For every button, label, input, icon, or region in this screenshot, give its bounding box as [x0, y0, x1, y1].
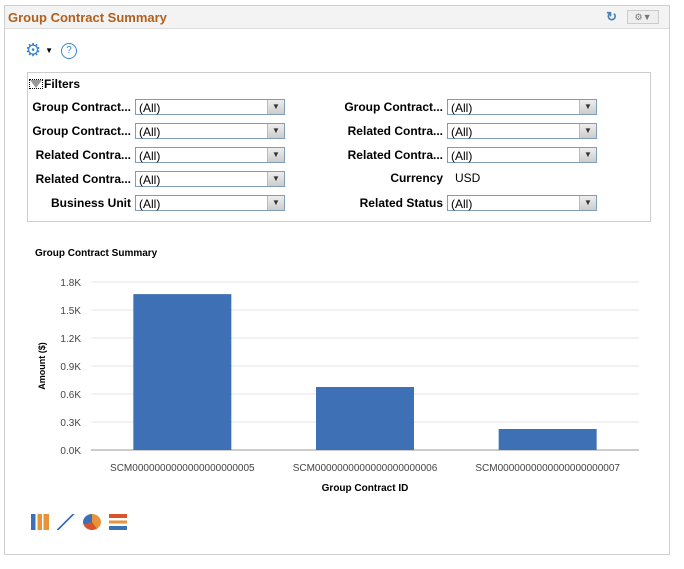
dropdown-value: (All): [451, 101, 473, 115]
currency-value: USD: [455, 171, 481, 185]
filter-row: Business Unit (All) ▼: [31, 195, 285, 211]
y-tick-label: 1.5K: [60, 306, 81, 317]
dropdown-value: (All): [451, 125, 473, 139]
chevron-down-icon[interactable]: ▼: [45, 46, 54, 55]
filter-dropdown[interactable]: (All) ▼: [447, 195, 597, 211]
y-axis-label: Amount ($): [37, 342, 47, 390]
pagelet: Group Contract Summary ↻ ⚙▼ ⚙ ▼ ? Filters…: [4, 5, 670, 555]
collapse-triangle-icon[interactable]: [29, 79, 43, 89]
dropdown-value: (All): [139, 197, 161, 211]
filter-row: Group Contract... (All) ▼: [31, 99, 285, 115]
bar[interactable]: [133, 294, 232, 450]
y-tick-label: 0.9K: [60, 362, 81, 373]
filter-row: Related Contra... (All) ▼: [343, 147, 597, 163]
filter-label: Currency: [390, 171, 443, 185]
dropdown-arrow-icon[interactable]: ▼: [579, 148, 596, 162]
pagelet-header: Group Contract Summary ↻ ⚙▼: [5, 6, 669, 29]
filter-dropdown[interactable]: (All) ▼: [447, 147, 597, 163]
dropdown-value: (All): [139, 149, 161, 163]
x-tick-label: SCM0000000000000000000007: [475, 463, 620, 474]
filter-dropdown[interactable]: (All) ▼: [135, 195, 285, 211]
y-tick-label: 0.0K: [60, 446, 81, 457]
bar-chart-icon[interactable]: [31, 514, 49, 530]
filter-dropdown[interactable]: (All) ▼: [135, 99, 285, 115]
filter-label: Related Contra...: [35, 148, 131, 162]
filter-dropdown[interactable]: (All) ▼: [447, 99, 597, 115]
dropdown-arrow-icon[interactable]: ▼: [267, 148, 284, 162]
y-tick-label: 1.2K: [60, 334, 81, 345]
filter-label: Related Contra...: [35, 172, 131, 186]
filter-row: Related Contra... (All) ▼: [31, 147, 285, 163]
x-tick-label: SCM0000000000000000000005: [110, 463, 255, 474]
refresh-icon[interactable]: ↻: [606, 9, 617, 24]
dropdown-arrow-icon[interactable]: ▼: [267, 124, 284, 138]
dropdown-value: (All): [451, 149, 473, 163]
filter-label: Group Contract...: [32, 124, 131, 138]
chart-title: Group Contract Summary: [35, 248, 158, 259]
filter-dropdown[interactable]: (All) ▼: [447, 123, 597, 139]
filter-row: Related Status (All) ▼: [343, 195, 597, 211]
filter-row: Group Contract... (All) ▼: [31, 123, 285, 139]
bar[interactable]: [316, 387, 414, 450]
filter-dropdown[interactable]: (All) ▼: [135, 147, 285, 163]
help-icon[interactable]: ?: [61, 42, 78, 59]
filters-section: Filters Group Contract... (All) ▼ Group Con…: [27, 72, 651, 222]
filter-label: Related Contra...: [347, 124, 443, 138]
bar[interactable]: [498, 429, 597, 450]
filter-row: Group Contract... (All) ▼: [343, 99, 597, 115]
horizontal-bar-chart-icon[interactable]: [109, 514, 127, 530]
dropdown-value: (All): [451, 197, 473, 211]
x-tick-label: SCM0000000000000000000006: [293, 463, 438, 474]
filter-label: Group Contract...: [344, 100, 443, 114]
gear-icon[interactable]: ⚙: [25, 40, 42, 60]
dropdown-value: (All): [139, 125, 161, 139]
dropdown-arrow-icon[interactable]: ▼: [579, 196, 596, 210]
filter-row: Related Contra... (All) ▼: [31, 171, 285, 187]
filter-dropdown[interactable]: (All) ▼: [135, 171, 285, 187]
filter-label: Group Contract...: [32, 100, 131, 114]
line-chart-icon[interactable]: [57, 514, 75, 530]
dropdown-arrow-icon[interactable]: ▼: [267, 100, 284, 114]
filter-row: Related Contra... (All) ▼: [343, 123, 597, 139]
filters-toggle[interactable]: Filters: [29, 77, 81, 91]
dropdown-arrow-icon[interactable]: ▼: [267, 172, 284, 186]
x-axis-label: Group Contract ID: [322, 483, 409, 494]
bar-chart: Group Contract Summary 0.0K 0.3K 0.6K 0.9K 1.…: [35, 248, 639, 494]
y-tick-label: 0.6K: [60, 390, 81, 401]
filter-dropdown[interactable]: (All) ▼: [135, 123, 285, 139]
y-tick-label: 1.8K: [60, 278, 81, 289]
filters-title: Filters: [44, 77, 81, 91]
y-tick-label: 0.3K: [60, 418, 81, 429]
dropdown-arrow-icon[interactable]: ▼: [267, 196, 284, 210]
filter-label: Related Contra...: [347, 148, 443, 162]
dropdown-value: (All): [139, 101, 161, 115]
filter-row: Currency USD: [343, 171, 480, 185]
filter-label: Business Unit: [50, 196, 131, 210]
options-menu-button[interactable]: ⚙▼: [627, 10, 659, 24]
dropdown-arrow-icon[interactable]: ▼: [579, 100, 596, 114]
pagelet-title: Group Contract Summary: [8, 10, 167, 25]
dropdown-value: (All): [139, 173, 161, 187]
pie-chart-icon[interactable]: [83, 514, 101, 530]
filter-label: Related Status: [359, 196, 443, 210]
dropdown-arrow-icon[interactable]: ▼: [579, 124, 596, 138]
